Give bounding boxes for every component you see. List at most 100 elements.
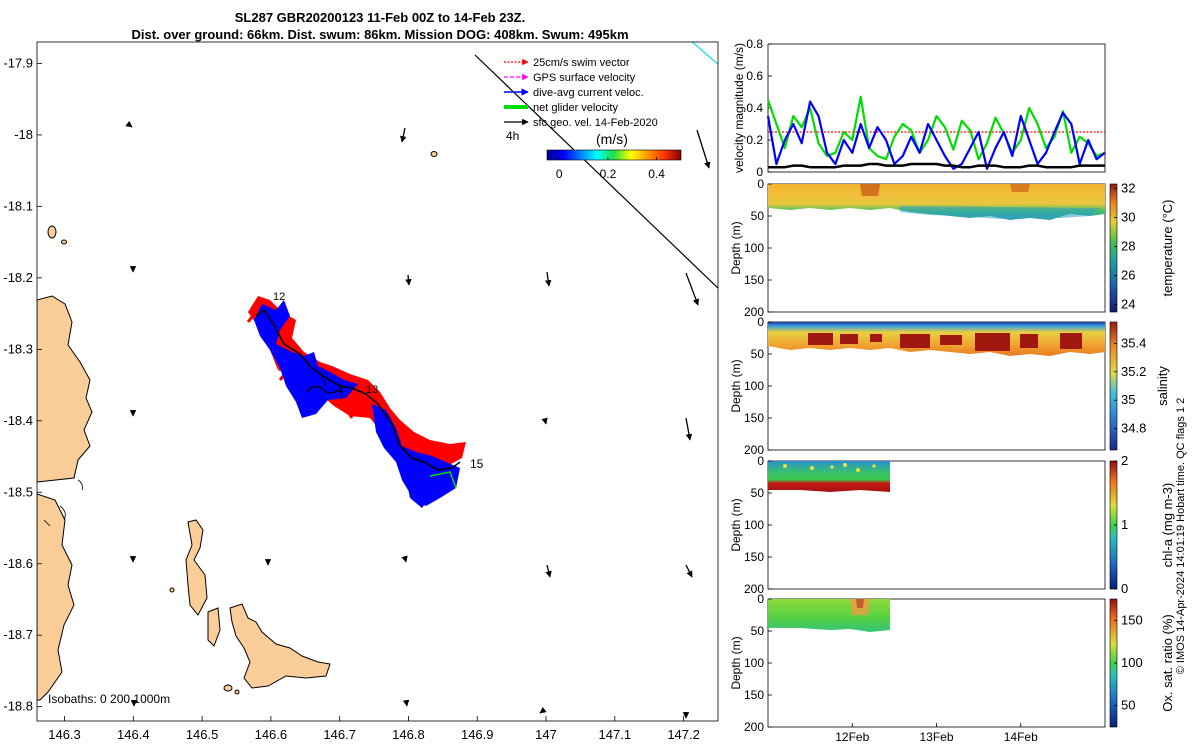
oxygen-section [767,598,1106,728]
figure-subtitle: Dist. over ground: 66km. Dist. swum: 86k… [131,27,629,42]
depth-tick-label: 200 [744,720,764,734]
depth-tick-label: 0 [757,454,764,468]
colorbar-label: salinity [1155,366,1170,406]
depth-tick-label: 100 [744,379,764,393]
colorbar-label: Ox. sat. ratio (%) [1160,614,1175,712]
lat-tick-label: -18.4 [3,413,33,428]
scale-label: 4h [506,129,519,143]
colorbar-tick-label: 2 [1121,453,1128,468]
lat-tick-label: -18 [14,127,33,142]
colorbar-tick-label: 0 [556,167,563,181]
colorbar-label: chl-a (mg m-3) [1160,483,1175,568]
colorbar-tick-label: 30 [1121,209,1135,224]
depth-tick-label: 100 [744,518,764,532]
svg-text:1: 1 [337,383,343,395]
lon-tick-label: 146.9 [461,727,494,742]
palm-islands [185,519,208,616]
legend-net-glider: net glider velocity [533,102,618,114]
credit-text: © IMOS 14-Apr-2024 14:01:19 Hobart time.… [1175,398,1187,675]
lon-tick-label: 146.3 [48,727,81,742]
temperature-section [767,183,1106,313]
section-colorbars: 24 26 28 30 32 temperature (°C) 34.8 35 35.2 35.4… [1109,180,1175,728]
salinity-section [767,321,1106,451]
lat-tick-label: -18.7 [3,627,33,642]
time-tick-label: 12Feb [835,730,869,744]
great-palm-island [229,603,331,689]
lon-tick-label: 147.2 [667,727,700,742]
depth-tick-label: 0 [757,177,764,191]
colorbar-tick-label: 0 [1121,581,1128,596]
depth-axis-label: Depth (m) [729,498,743,551]
depth-tick-label: 150 [744,688,764,702]
depth-tick-label: 200 [744,443,764,457]
map-lat-ticks: -17.9 -18 -18.1 -18.2 -18.3 -18.4 -18.5 -18.6 -1… [3,55,42,714]
depth-axis-label: Depth (m) [729,359,743,412]
depth-tick-label: 100 [744,241,764,255]
depth-axis-label: Depth (m) [729,221,743,274]
colorbar-tick-label: 26 [1121,268,1135,283]
map-panel: 12 13 15 1 Isobaths: 0 200 1000m [37,42,718,719]
geo-velocity-arrow [539,706,547,714]
lat-tick-label: -18.3 [3,341,33,356]
depth-tick-label: 150 [744,550,764,564]
colorbar-tick-label: 50 [1121,698,1135,713]
velocity-ytick-label: 0.2 [746,133,763,147]
depth-tick-label: 50 [751,347,765,361]
lat-tick-label: -18.8 [3,699,33,714]
geo-velocity-arrow [696,129,711,169]
time-tick-label: 13Feb [919,730,953,744]
velocity-series-sfc-geo-vel- [768,162,1105,169]
depth-tick-label: 200 [744,582,764,596]
mainland-coast [37,295,93,483]
legend-sfc-geo: sfc geo. vel. 14-Feb-2020 [533,117,658,129]
depth-tick-label: 50 [751,624,765,638]
section-colorbar [1109,183,1118,313]
lon-tick-label: 146.4 [117,727,150,742]
speed-colorbar [546,149,682,161]
lat-tick-label: -17.9 [3,55,33,70]
lat-tick-label: -18.2 [3,270,33,285]
isobaths-label: Isobaths: 0 200 1000m [48,692,170,706]
lon-tick-label: 146.5 [186,727,219,742]
map-axes-box [36,41,719,722]
lon-tick-label: 147.1 [599,727,632,742]
depth-tick-label: 150 [744,411,764,425]
colorbar-tick-label: 35 [1121,392,1135,407]
section-colorbar [1109,321,1118,451]
depth-tick-label: 100 [744,656,764,670]
colorbar-tick-label: 1 [1121,517,1128,532]
geo-velocity-arrow [402,699,410,707]
velocity-series-dive-avg-current-veloc- [766,100,1106,170]
colorbar-tick-label: 24 [1121,297,1135,312]
depth-tick-label: 50 [751,209,765,223]
depth-axis-label: Depth (m) [729,636,743,689]
chla-section [767,460,1106,590]
velocity-ytick-label: 0.4 [746,101,763,115]
depth-tick-label: 0 [757,592,764,606]
colorbar-tick-label: 35.4 [1121,335,1146,350]
legend-swim-vector: 25cm/s swim vector [533,57,630,69]
geo-velocity-arrow [545,564,552,578]
lat-tick-label: -18.5 [3,484,33,499]
colorbar-tick-label: 150 [1121,612,1143,627]
geo-velocity-arrow [400,127,407,143]
geo-velocity-arrow [685,272,699,306]
day-label-12: 12 [273,291,285,303]
time-axis: 12Feb 13Feb 14Feb [835,723,1038,744]
colorbar-tick-label: 0.2 [600,167,617,181]
map-legend: 25cm/s swim vector GPS surface velocity … [504,57,682,181]
geo-velocity-arrow [125,120,133,128]
geo-velocity-arrow [401,555,408,563]
lon-tick-label: 147 [535,727,557,742]
velocity-ytick-label: 0 [756,165,763,179]
hinchinbrook-island [37,493,75,701]
lon-tick-label: 146.8 [392,727,425,742]
reef-islet [207,607,221,647]
legend-gps-velocity: GPS surface velocity [533,72,636,84]
velocity-ytick-label: 0.8 [746,37,763,51]
sfc-geo-velocity-arrows [125,120,711,719]
lat-tick-label: -18.6 [3,556,33,571]
section-axes: 0 50 100 150 200 Depth (m) 0 50 100 150 200 Depth (… [729,177,772,734]
lon-tick-label: 146.7 [323,727,356,742]
